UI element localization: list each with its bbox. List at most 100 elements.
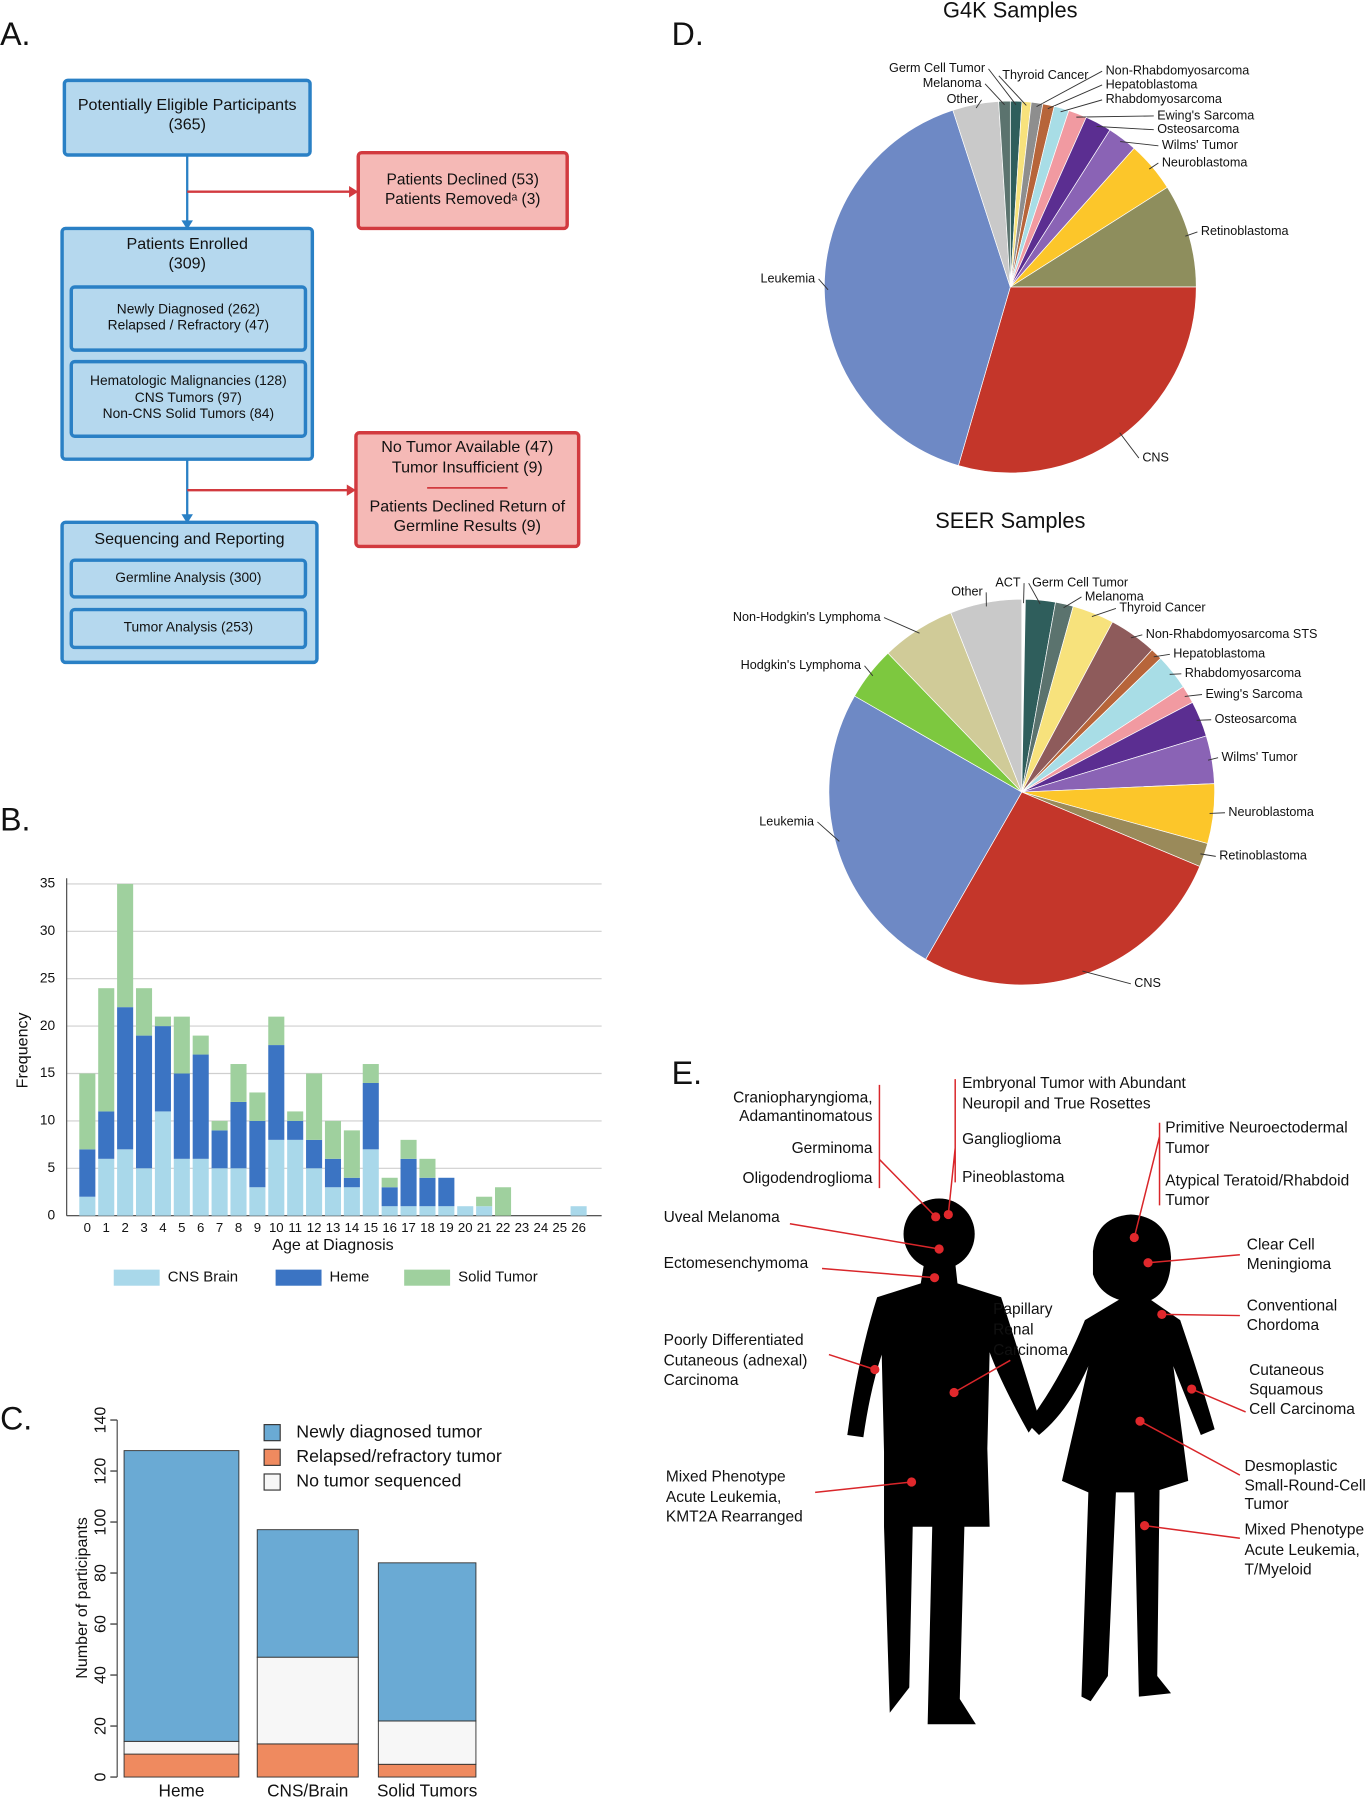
- y-tick-label: 20: [91, 1717, 109, 1735]
- annotation-label: Neuropil and True Rosettes: [962, 1095, 1151, 1112]
- annotation-label: Ganglioglioma: [962, 1131, 1061, 1148]
- leader: [789, 1222, 1011, 1494]
- dot: [934, 1244, 944, 1254]
- x-tick-label: 19: [439, 1220, 454, 1235]
- flow-text: (309): [168, 254, 206, 272]
- dot: [929, 1273, 940, 1283]
- y-tick-label: 140: [91, 1407, 109, 1434]
- annotation-label: Papillary: [993, 1301, 1053, 1318]
- bar-segment: [173, 1073, 190, 1159]
- legend-swatch: [113, 1269, 160, 1286]
- leader-line: [1082, 970, 1131, 985]
- x-axis-label: Age at Diagnosis: [272, 1236, 393, 1254]
- annotation-label: Cutaneous: [1249, 1362, 1324, 1379]
- leader-line: [1153, 653, 1170, 658]
- bar-segment: [135, 1035, 153, 1169]
- bar-segment: [362, 1082, 379, 1150]
- leader-line: [998, 75, 1027, 106]
- leader: [878, 1084, 937, 1218]
- arrowhead: [349, 185, 359, 198]
- y-tick-label: 25: [40, 970, 56, 985]
- annotation-label: Poorly Differentiated: [664, 1332, 804, 1349]
- x-tick-label: 5: [178, 1220, 185, 1235]
- flow-box: [354, 431, 581, 549]
- dot: [906, 1477, 917, 1487]
- slice-label: Neuroblastoma: [1228, 805, 1314, 819]
- bar-segment: [419, 1158, 436, 1178]
- x-tick-label: 17: [401, 1220, 416, 1235]
- dot: [1143, 1258, 1153, 1268]
- x-tick-label: 10: [269, 1220, 284, 1235]
- annotation-label: Adamantinomatous: [739, 1108, 873, 1125]
- x-tick-label: 3: [140, 1220, 147, 1235]
- x-tick-label: 7: [216, 1220, 223, 1235]
- legend-swatch: [404, 1269, 451, 1286]
- bar-segment: [249, 1187, 266, 1216]
- legend-swatch: [263, 1424, 281, 1442]
- slice-label: Hepatoblastoma: [1173, 647, 1266, 661]
- leader-line: [984, 83, 1005, 106]
- leader-line: [883, 617, 920, 634]
- bar-segment: [400, 1139, 417, 1159]
- bar-segment: [98, 1158, 115, 1216]
- boy-body: [847, 1262, 1039, 1725]
- y-tick-label: 15: [40, 1065, 56, 1080]
- bar-segment: [79, 1149, 96, 1197]
- dot: [1187, 1384, 1197, 1394]
- annotation-label: Uveal Melanoma: [664, 1209, 781, 1226]
- y-axis-label: Frequency: [13, 1012, 31, 1088]
- annotation-label: Atypical Teratoid/Rhabdoid: [1165, 1172, 1349, 1189]
- bar-segment: [135, 1168, 153, 1216]
- flow-text: Patients Declined (53): [387, 171, 539, 188]
- leader: [947, 1079, 956, 1215]
- x-tick-label: 18: [420, 1220, 435, 1235]
- bar-segment: [287, 1120, 304, 1140]
- bar-segment: [268, 1139, 285, 1216]
- y-tick-label: 20: [40, 1018, 56, 1033]
- leader-line: [1060, 99, 1103, 113]
- flow-box: [69, 359, 308, 438]
- leader-line: [864, 665, 874, 677]
- flow-text: Germline Analysis (300): [115, 570, 261, 585]
- x-tick-label: 14: [345, 1220, 360, 1235]
- panel-label: D.: [672, 16, 704, 52]
- flow-text: Patients Removedᵃ (3): [385, 191, 541, 208]
- x-tick-label: 8: [235, 1220, 242, 1235]
- annotation-label: Tumor: [1244, 1496, 1288, 1513]
- bar-segment: [377, 1720, 477, 1765]
- flow-box: [62, 78, 312, 157]
- slice-label: Leukemia: [759, 814, 815, 828]
- y-tick-label: 5: [48, 1160, 56, 1175]
- bar-segment: [306, 1168, 323, 1216]
- annotation-label: Renal: [993, 1322, 1033, 1339]
- flow-text: Relapsed / Refractory (47): [108, 318, 269, 333]
- flow-text: Patients Enrolled: [126, 235, 247, 253]
- x-tick-label: 1: [103, 1220, 110, 1235]
- bar-segment: [343, 1187, 360, 1216]
- legend-label: No tumor sequenced: [296, 1471, 461, 1491]
- boy-head: [903, 1198, 975, 1270]
- bar-segment: [98, 988, 115, 1112]
- pie-slice: [824, 109, 1011, 467]
- bar-segment: [343, 1130, 360, 1178]
- x-tick-label: 20: [458, 1220, 473, 1235]
- flow-text: Tumor Insufficient (9): [392, 459, 543, 477]
- annotation-label: Embryonal Tumor with Abundant: [962, 1075, 1186, 1092]
- leader-line: [975, 99, 982, 109]
- slice-label: Leukemia: [760, 271, 816, 285]
- girl-head: [1092, 1214, 1172, 1303]
- bar-segment: [419, 1177, 436, 1207]
- leader-line: [1185, 231, 1198, 237]
- flow-text: Patients Declined Return of: [370, 498, 566, 516]
- slice-label: Melanoma: [1085, 589, 1145, 603]
- bar-segment: [117, 1007, 134, 1150]
- slice-label: Other: [947, 92, 979, 106]
- flow-arrows: [181, 154, 359, 524]
- bar-segment: [154, 1016, 171, 1027]
- x-tick-label: 25: [552, 1220, 567, 1235]
- bar-segment: [381, 1187, 398, 1207]
- annotation-label: Mixed Phenotype: [1244, 1521, 1364, 1538]
- x-tick-label: 21: [477, 1220, 492, 1235]
- legend-label: Newly diagnosed tumor: [296, 1421, 482, 1441]
- y-tick-label: 40: [91, 1666, 109, 1684]
